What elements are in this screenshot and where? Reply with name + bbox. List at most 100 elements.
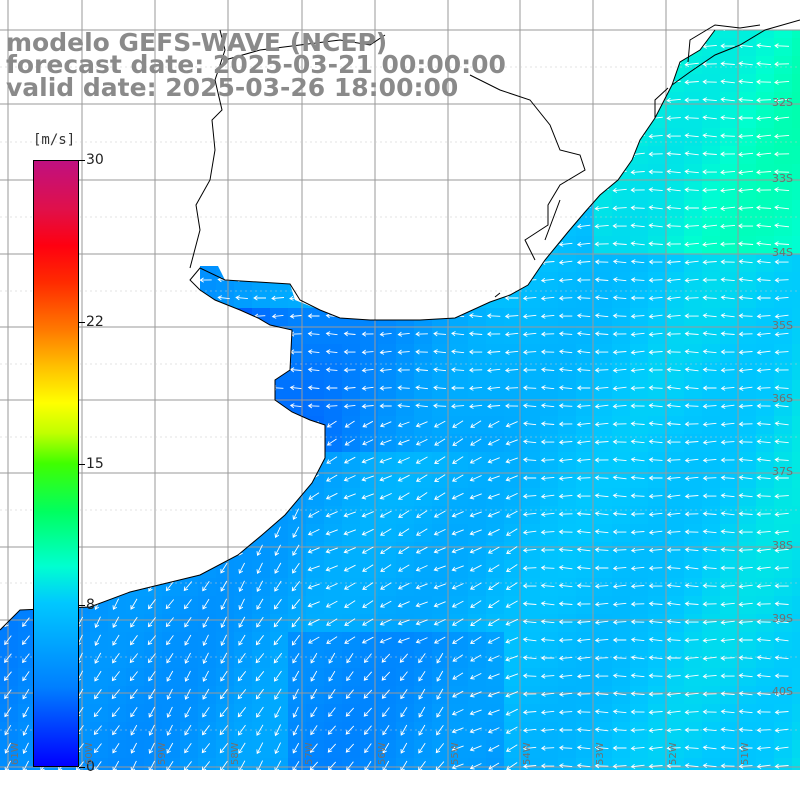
speed-cell [342,344,361,363]
wind-arrow [576,439,591,445]
wind-arrow [292,724,299,736]
speed-cell [342,740,361,759]
wind-arrow [648,277,663,283]
speed-cell [558,308,577,327]
speed-cell [432,344,451,363]
wind-arrow [738,349,753,355]
wind-arrow [202,634,209,646]
wind-arrow [594,421,609,427]
wind-arrow [433,510,446,518]
speed-cell [414,668,433,687]
wind-arrow [720,403,735,409]
speed-cell [324,506,343,525]
wind-arrow [774,565,789,571]
wind-arrow [397,457,410,464]
speed-cell [576,488,595,507]
speed-cell [630,722,649,741]
wind-arrow [112,634,120,646]
speed-cell [522,560,541,579]
speed-cell [630,632,649,651]
wind-arrow [129,689,138,700]
wind-arrow [558,295,573,301]
speed-cell [684,200,703,219]
wind-arrow [415,403,428,409]
wind-arrow [505,528,518,536]
wind-arrow [684,115,699,121]
speed-cell [792,650,800,669]
wind-arrow [147,653,156,664]
speed-cell [648,704,667,723]
speed-cell [648,182,667,201]
wind-arrow [274,562,282,574]
wind-arrow [307,528,320,536]
wind-arrow [184,652,192,664]
speed-cell [612,596,631,615]
wind-arrow [756,169,772,175]
wind-arrow [738,421,753,427]
longitude-label: 58W [230,742,241,765]
wind-arrow [630,367,645,373]
wind-arrow [702,583,717,589]
wind-arrow [774,745,789,751]
wind-arrow [630,691,645,697]
wind-arrow [361,331,374,337]
wind-arrow [433,367,447,373]
speed-cell [144,632,163,651]
speed-cell [612,344,631,363]
speed-cell [486,416,505,435]
wind-arrow [576,583,591,589]
colorbar-unit: [m/s] [33,132,76,148]
speed-cell [792,632,800,651]
speed-cell [720,110,739,129]
wind-arrow [612,601,627,607]
wind-arrow [648,403,663,409]
speed-cell [738,596,757,615]
wind-arrow [307,601,320,608]
wind-arrow [504,349,519,355]
wind-arrow [756,61,771,67]
wind-arrow [184,670,191,682]
wind-arrow [379,510,392,518]
wind-arrow [147,635,157,646]
speed-cell [792,470,800,489]
speed-cell [0,686,19,705]
river-border [189,24,761,298]
wind-arrow [738,673,753,679]
speed-cell [18,632,37,651]
wind-arrow [522,655,537,661]
wind-arrow [738,187,754,193]
speed-cell [666,650,685,669]
speed-cell [576,434,595,453]
wind-arrow [201,725,210,736]
wind-arrow [630,385,645,391]
speed-cell [234,740,253,759]
wind-arrow [309,761,319,770]
wind-arrow [379,367,392,373]
wind-arrow [343,367,356,373]
speed-cell [540,380,559,399]
speed-cell [648,398,667,417]
speed-cell [396,596,415,615]
wind-arrow [756,151,772,157]
speed-cell [342,434,361,453]
wind-arrow [540,277,555,283]
map-title: modelo GEFS-WAVE (NCEP) [6,28,388,57]
speed-cell [432,470,451,489]
wind-arrow [379,475,392,482]
speed-cell [378,434,397,453]
speed-cell [738,254,757,273]
wind-arrow [325,565,338,572]
speed-cell [666,506,685,525]
speed-cell [702,290,721,309]
wind-arrow [397,349,410,355]
speed-cell [774,722,793,741]
speed-cell [414,434,433,453]
speed-cell [180,596,199,615]
wind-arrow [361,349,374,355]
speed-cell [414,650,433,669]
speed-cell [774,740,793,759]
speed-cell [306,308,325,327]
speed-cell [180,614,199,633]
speed-cell [648,578,667,597]
wind-arrow [756,403,771,409]
